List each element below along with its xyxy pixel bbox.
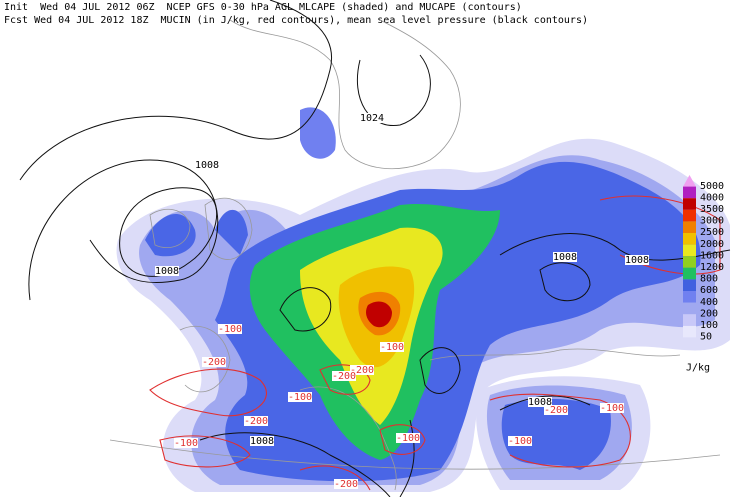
- isobar-label: 1008: [195, 160, 219, 171]
- legend-label: 5000: [700, 181, 724, 192]
- isobar-label: 1008: [528, 397, 552, 408]
- legend-label: 3000: [700, 216, 724, 227]
- mucin-label: -100: [508, 436, 532, 447]
- legend-swatch: [683, 302, 696, 315]
- mucin-label: -100: [380, 342, 404, 353]
- legend-label: 2000: [700, 239, 724, 250]
- isobar-label-bg: [553, 252, 577, 262]
- cape-3500: [366, 301, 392, 328]
- legend: 5000400035003000250020001600120080060040…: [683, 175, 724, 373]
- legend-swatch: [683, 291, 696, 303]
- mucin-label-bg: [350, 365, 374, 375]
- isobar-label-bg: [195, 160, 219, 170]
- mucin-contours: [149, 195, 721, 491]
- isobar-label: 1008: [155, 266, 179, 277]
- legend-swatch: [683, 267, 696, 280]
- legend-label: 1600: [700, 250, 724, 261]
- isobar-label-bg: [360, 113, 384, 123]
- mucin-label: -100: [174, 438, 198, 449]
- legend-label: 1200: [700, 262, 724, 273]
- legend-unit: J/kg: [686, 362, 710, 373]
- mucin-label: -200: [202, 357, 226, 368]
- legend-swatch: [683, 325, 696, 338]
- header-line: Fcst Wed 04 JUL 2012 18Z MUCIN (in J/kg,…: [4, 15, 588, 26]
- isobar-label-bg: [625, 255, 649, 265]
- mucin-label-bg: [600, 403, 624, 413]
- isobar-label: 1008: [250, 436, 274, 447]
- legend-swatch: [683, 244, 696, 257]
- mucin-label-bg: [396, 433, 420, 443]
- mucin-label: -200: [332, 371, 356, 382]
- legend-swatch: [683, 279, 696, 291]
- mucin-label-bg: [218, 324, 242, 334]
- cape-600: [501, 398, 611, 470]
- legend-label: 4000: [700, 192, 724, 203]
- legend-label: 50: [700, 332, 712, 343]
- legend-arrow: [683, 175, 696, 187]
- isobar-label: 1008: [553, 252, 577, 263]
- legend-swatch: [683, 209, 696, 222]
- mucin-label-bg: [508, 436, 532, 446]
- mucin-label-bg: [288, 392, 312, 402]
- isobar-label: 1008: [625, 255, 649, 266]
- legend-swatch: [683, 186, 696, 199]
- mucin-label-bg: [544, 405, 568, 415]
- header-line: Init Wed 04 JUL 2012 06Z NCEP GFS 0-30 h…: [4, 2, 522, 13]
- mucin-label-bg: [202, 357, 226, 367]
- mucin-label: -100: [288, 392, 312, 403]
- isobars: [19, 0, 731, 498]
- isobar-label-bg: [528, 397, 552, 407]
- legend-swatch: [683, 256, 696, 268]
- mucin-label-bg: [244, 416, 268, 426]
- mucin-label: -100: [600, 403, 624, 414]
- contour-labels: 1024 1008 1008 1008 1008 1008 1008 -100 -200 -100…: [155, 113, 649, 490]
- mucin-label: -200: [334, 479, 358, 490]
- cape-600-scandinavia: [300, 107, 336, 159]
- legend-swatch: [683, 314, 696, 326]
- coastlines: [109, 19, 721, 491]
- mucin-label: -200: [350, 365, 374, 376]
- isobar-label-bg: [155, 266, 179, 276]
- mucin-label: -100: [396, 433, 420, 444]
- legend-label: 600: [700, 285, 718, 296]
- mucin-label: -200: [544, 405, 568, 416]
- isobar-label-bg: [250, 436, 274, 446]
- legend-label: 3500: [700, 204, 724, 215]
- isobar-label: 1024: [360, 113, 384, 124]
- mucin-label-bg: [174, 438, 198, 448]
- mucin-label-bg: [334, 479, 358, 489]
- legend-label: 800: [700, 274, 718, 285]
- legend-swatch: [683, 221, 696, 233]
- legend-label: 2500: [700, 227, 724, 238]
- legend-swatch: [683, 198, 696, 210]
- mucin-label-bg: [332, 371, 356, 381]
- mucin-label-bg: [380, 342, 404, 352]
- legend-label: 400: [700, 297, 718, 308]
- mucin-label: -100: [218, 324, 242, 335]
- legend-label: 200: [700, 308, 718, 319]
- mucin-label: -200: [244, 416, 268, 427]
- legend-swatch: [683, 233, 696, 245]
- legend-label: 100: [700, 320, 718, 331]
